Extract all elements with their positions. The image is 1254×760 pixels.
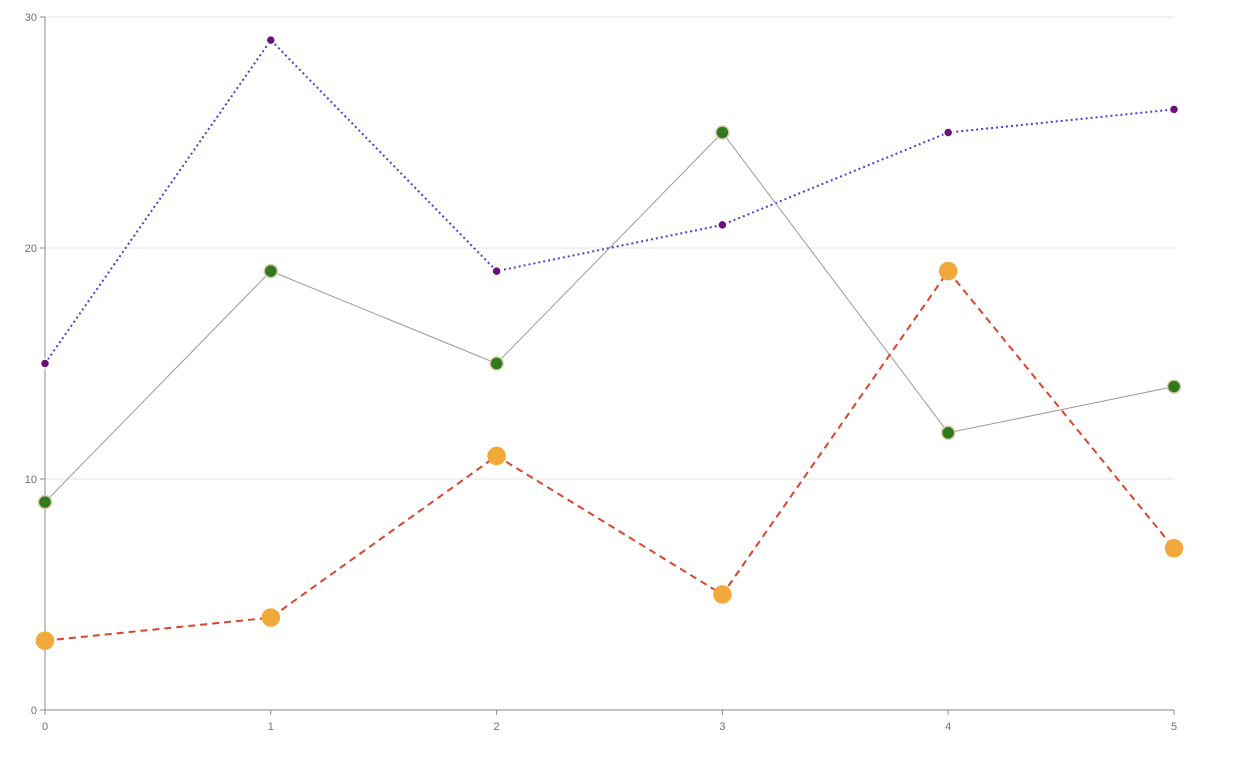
series-1-point[interactable]: [717, 219, 728, 231]
series-3-point[interactable]: [713, 585, 732, 604]
series-3-line: [44, 270, 1175, 642]
series-2-point[interactable]: [1166, 379, 1182, 394]
y-tick-label: 0: [31, 705, 37, 717]
series-2-point[interactable]: [263, 263, 279, 279]
series-1-point[interactable]: [491, 265, 502, 277]
y-tick-labels: 0 10 20 30: [25, 12, 45, 717]
series-1-point[interactable]: [1168, 104, 1180, 115]
series-2-point[interactable]: [715, 125, 730, 140]
y-tick-label: 20: [25, 243, 37, 255]
x-tick-label: 1: [268, 721, 274, 733]
series-1-line: [44, 39, 1175, 365]
x-tick-labels: 0 1 2 3 4 5: [42, 710, 1177, 733]
series-3: [35, 261, 1184, 650]
series-3-point[interactable]: [1164, 539, 1184, 558]
x-tick-label: 0: [42, 721, 48, 733]
series-1: [39, 34, 1180, 369]
series-1-point[interactable]: [39, 358, 51, 369]
series-group: [35, 34, 1184, 650]
y-tick-label: 30: [25, 12, 37, 24]
x-tick-label: 4: [945, 721, 951, 733]
series-3-point[interactable]: [487, 446, 506, 466]
series-2-point[interactable]: [940, 425, 956, 441]
series-2-line: [44, 132, 1175, 503]
series-3-point[interactable]: [35, 631, 55, 650]
x-tick-label: 3: [719, 721, 725, 733]
series-3-point[interactable]: [261, 608, 281, 627]
series-2-point[interactable]: [37, 494, 53, 510]
y-tick-label: 10: [25, 474, 37, 486]
series-2-point[interactable]: [489, 356, 504, 371]
series-2: [37, 125, 1182, 510]
series-1-point[interactable]: [265, 34, 277, 46]
series-1-point[interactable]: [942, 127, 954, 138]
x-tick-label: 2: [494, 721, 500, 733]
series-3-point[interactable]: [938, 261, 958, 281]
x-tick-label: 5: [1171, 721, 1177, 733]
